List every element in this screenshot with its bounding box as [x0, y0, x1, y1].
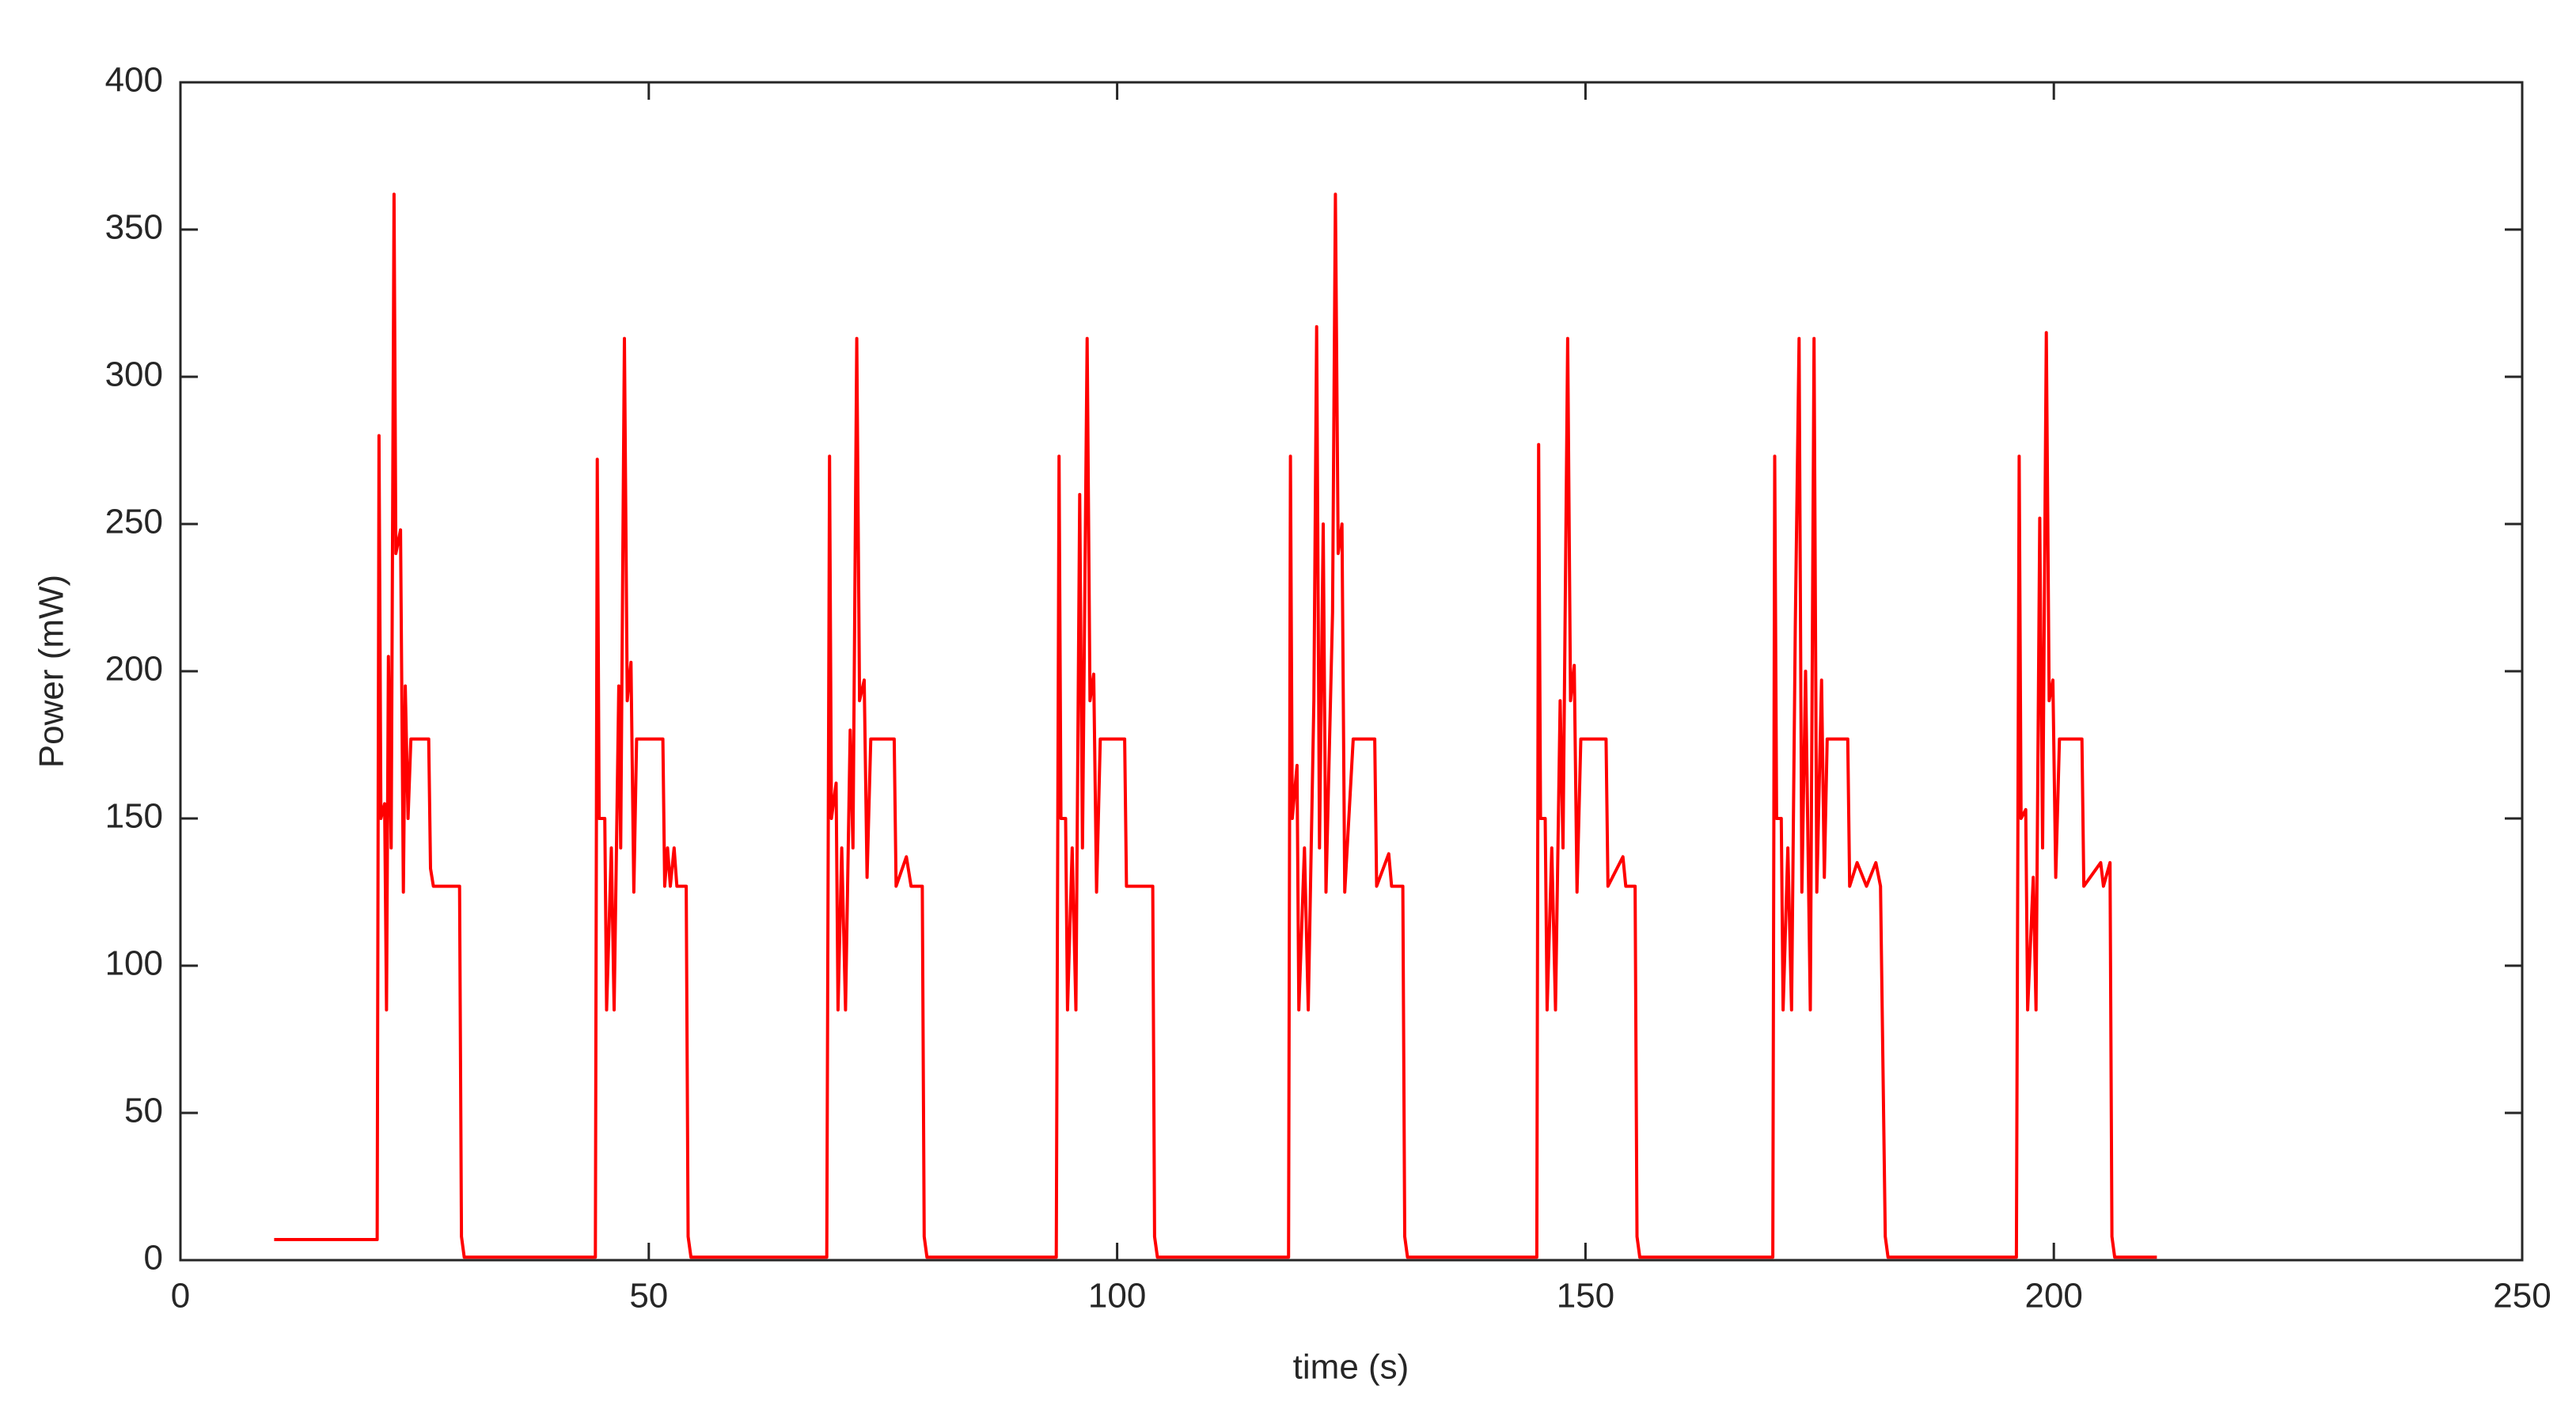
y-tick-label: 50 [124, 1092, 163, 1130]
x-tick-label: 150 [1557, 1277, 1614, 1316]
y-tick-label: 200 [105, 650, 163, 689]
x-tick-label: 250 [2493, 1277, 2551, 1316]
y-tick-label: 400 [105, 61, 163, 100]
x-tick-label: 200 [2024, 1277, 2082, 1316]
y-tick-label: 350 [105, 208, 163, 247]
x-axis-label: time (s) [1293, 1348, 1409, 1387]
plot-frame [179, 81, 2524, 1262]
data-line [274, 192, 2157, 1259]
x-tick-label: 0 [171, 1277, 190, 1316]
x-tick-label: 100 [1088, 1277, 1146, 1316]
x-tick-label: 50 [629, 1277, 668, 1316]
y-axis-label: Power (mW) [32, 575, 71, 768]
y-tick-label: 250 [105, 503, 163, 541]
y-tick-label: 150 [105, 797, 163, 836]
y-tick-label: 100 [105, 944, 163, 983]
y-tick-label: 0 [144, 1239, 163, 1278]
y-tick-label: 300 [105, 355, 163, 394]
